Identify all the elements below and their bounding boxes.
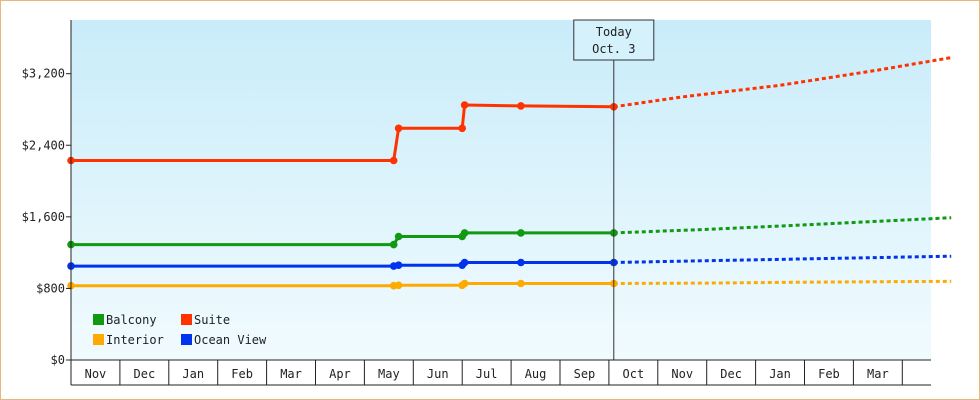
legend-label: Ocean View [194,333,267,347]
month-label: Aug [525,367,547,381]
data-point [517,258,525,267]
legend-label: Balcony [106,313,157,327]
month-label: Dec [134,367,156,381]
y-tick-label: $800 [36,281,65,295]
today-marker-date: Oct. 3 [592,42,635,56]
data-point [517,229,525,237]
data-point [389,240,398,249]
y-tick-label: $2,400 [22,138,65,152]
data-point [394,281,403,290]
legend-swatch [181,314,192,325]
projection-line-balcony [613,216,952,235]
data-point [460,258,469,267]
month-label: Apr [329,367,351,381]
data-point [517,279,525,288]
y-tick-label: $0 [51,353,65,367]
month-label: Nov [671,367,693,381]
month-label: May [378,367,400,381]
today-marker-label: Today [596,25,632,39]
data-point [394,232,403,241]
data-point [460,279,469,288]
legend-label: Suite [194,313,230,327]
data-point [389,156,398,165]
month-label: Mar [867,367,889,381]
data-point [460,101,469,109]
data-point [517,102,525,110]
legend-label: Interior [106,333,164,347]
month-label: Jul [476,367,498,381]
data-point [394,261,403,270]
month-label: Dec [720,367,742,381]
projection-line-interior [613,279,952,285]
month-label: Nov [85,367,107,381]
y-tick-label: $3,200 [22,67,65,81]
legend-swatch [93,314,104,325]
month-label: Mar [280,367,302,381]
data-point [394,124,403,133]
data-point [458,124,467,133]
month-label: Jan [182,367,204,381]
today-marker-box [573,19,655,61]
month-label: Feb [818,367,840,381]
month-label: Jun [427,367,449,381]
plot-area [71,20,931,360]
legend-swatch [93,334,104,345]
month-label: Feb [231,367,253,381]
month-label: Sep [574,367,596,381]
data-point [460,229,469,237]
month-label: Jan [769,367,791,381]
legend-swatch [181,334,192,345]
month-label: Oct [623,367,645,381]
projection-line-ocean-view [613,254,952,264]
y-tick-label: $1,600 [22,210,65,224]
